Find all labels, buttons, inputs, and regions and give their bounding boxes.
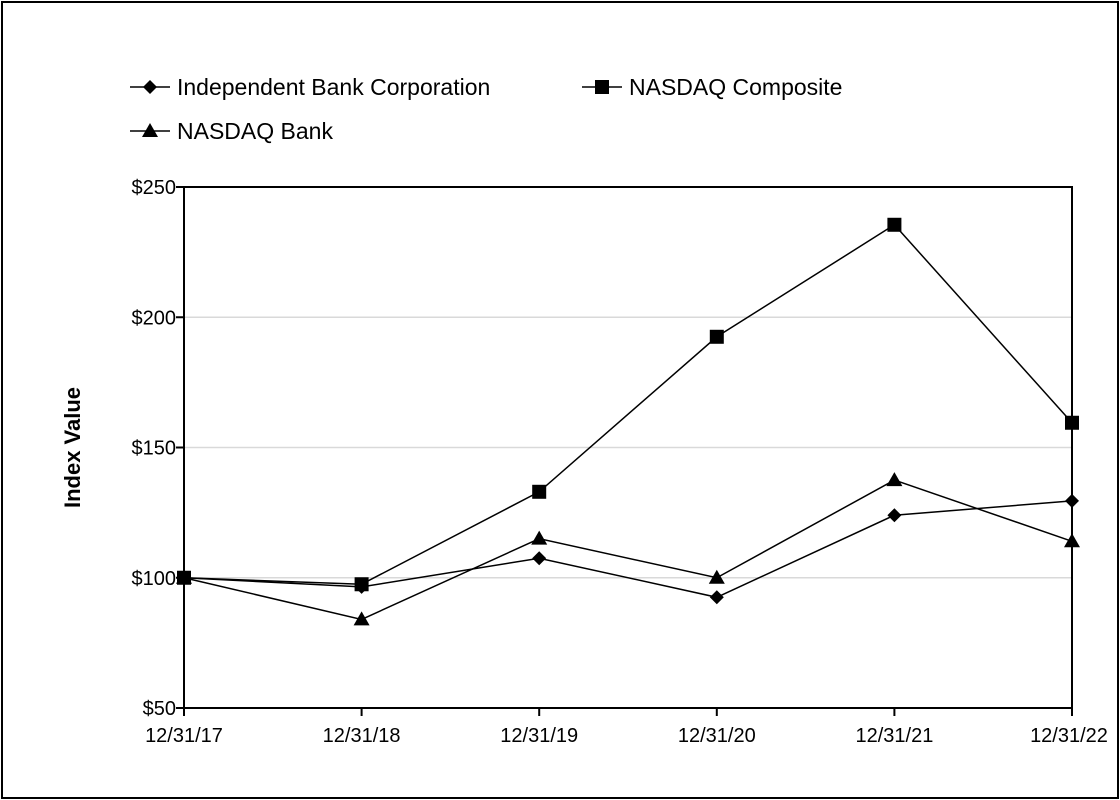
series-line (183, 223, 1073, 586)
square-marker (595, 80, 609, 94)
y-axis-label: Index Value (60, 387, 85, 508)
series-layer (176, 217, 1080, 626)
y-axis-ticks: $50 $100 $150 $200 $250 (132, 177, 184, 720)
x-tick-label: 12/31/19 (500, 725, 578, 747)
series-line (183, 479, 1073, 621)
legend-item: Independent Bank Corporation (130, 74, 490, 100)
diamond-marker (887, 508, 902, 523)
square-marker (354, 577, 369, 592)
x-tick-label: 12/31/18 (323, 725, 401, 747)
y-tick-label: $150 (132, 438, 177, 460)
x-tick-label: 12/31/22 (1030, 725, 1108, 747)
series-diamond (177, 493, 1079, 605)
triangle-marker (886, 472, 903, 487)
y-tick-label: $200 (132, 307, 177, 329)
triangle-marker (142, 123, 158, 137)
triangle-marker (353, 611, 370, 626)
diamond-marker (1065, 493, 1079, 508)
y-tick-label: $100 (132, 568, 177, 590)
x-tick-label: 12/31/20 (678, 725, 756, 747)
diamond-marker (143, 80, 157, 94)
x-tick-label: 12/31/17 (145, 725, 223, 747)
triangle-marker (531, 530, 548, 545)
diamond-marker (532, 551, 547, 566)
series-square (177, 217, 1079, 592)
square-marker (887, 217, 902, 232)
legend-label: Independent Bank Corporation (177, 74, 490, 100)
square-marker (532, 484, 547, 499)
y-tick-label: $250 (132, 177, 177, 199)
legend-item: NASDAQ Bank (130, 118, 333, 144)
legend-item: NASDAQ Composite (582, 74, 842, 100)
gridlines (184, 316, 1072, 579)
series-line (183, 500, 1073, 599)
x-tick-label: 12/31/21 (855, 725, 933, 747)
square-marker (709, 329, 724, 344)
y-tick-label: $50 (143, 698, 176, 720)
legend-label: NASDAQ Composite (629, 74, 842, 100)
triangle-marker (708, 569, 725, 584)
diamond-marker (709, 590, 724, 605)
legend: Independent Bank Corporation NASDAQ Compo… (130, 74, 842, 144)
series-triangle (176, 472, 1080, 626)
square-marker (1065, 415, 1079, 430)
triangle-marker (1064, 533, 1080, 548)
x-axis-ticks: 12/31/17 12/31/18 12/31/19 12/31/20 12/31/21… (145, 708, 1108, 747)
triangle-marker (176, 569, 192, 584)
legend-label: NASDAQ Bank (177, 118, 333, 144)
